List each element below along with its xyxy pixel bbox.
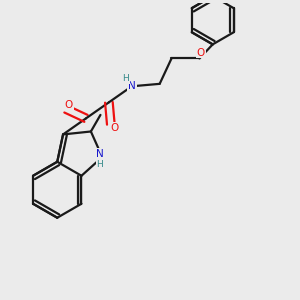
Text: N: N bbox=[128, 81, 136, 91]
Text: H: H bbox=[97, 160, 103, 169]
Text: O: O bbox=[65, 100, 73, 110]
Text: O: O bbox=[110, 123, 118, 133]
Text: N: N bbox=[96, 149, 104, 159]
Text: H: H bbox=[122, 74, 129, 83]
Text: O: O bbox=[197, 48, 205, 58]
